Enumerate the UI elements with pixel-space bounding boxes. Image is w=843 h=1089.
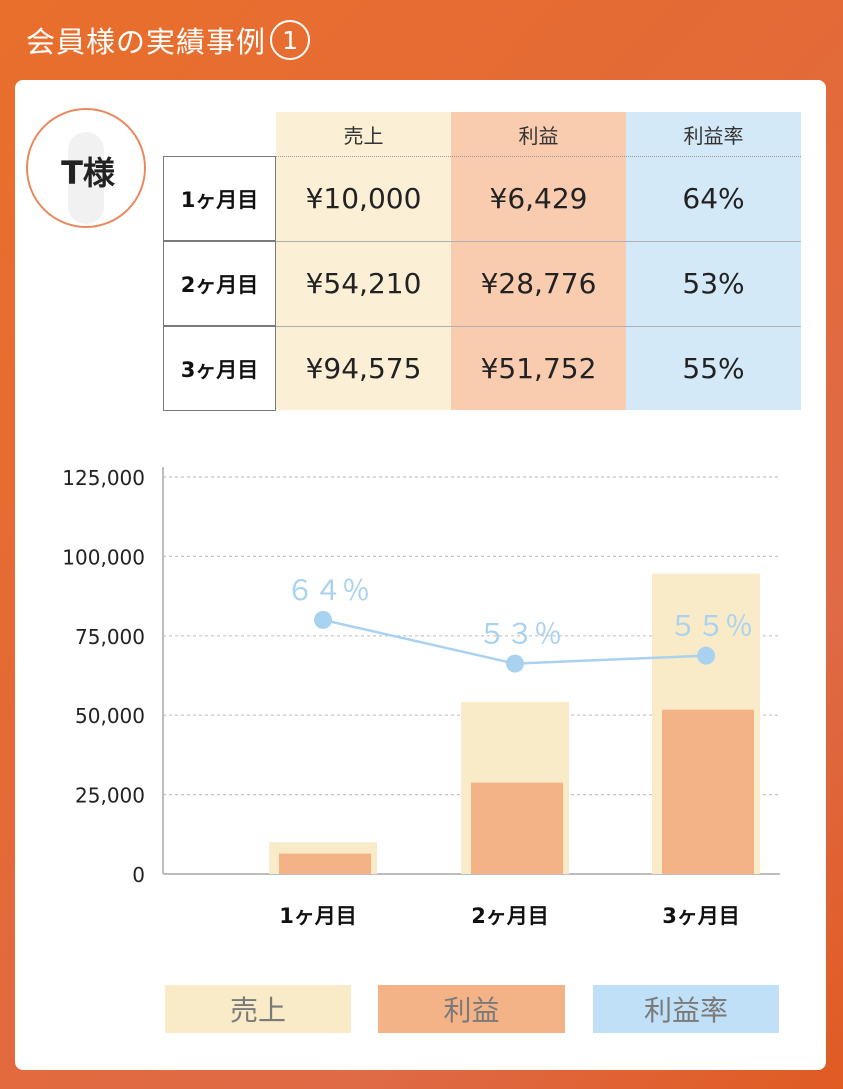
row-divider (276, 326, 801, 327)
header-sales: 売上 (343, 123, 384, 148)
avatar: T様 (26, 108, 146, 228)
y-tick-label: 100,000 (62, 545, 145, 569)
page-title: 会員様の実績事例 (26, 25, 267, 59)
bar-profit (279, 853, 371, 874)
rate-point (314, 610, 332, 629)
rate-point (506, 654, 524, 673)
member-name: T様 (61, 154, 115, 192)
profit-column-bg (451, 112, 626, 410)
y-tick-label: 25,000 (75, 784, 145, 808)
y-tick-label: 75,000 (75, 625, 145, 649)
cell-rate: 53% (682, 267, 745, 300)
cell-rate: 64% (682, 182, 745, 215)
row-label: 2ヶ月目 (163, 241, 276, 326)
y-tick-label: 0 (132, 863, 145, 887)
legend-sales: 売上 (165, 985, 351, 1033)
header-profit: 利益 (518, 123, 559, 148)
cell-sales: ¥54,210 (305, 267, 422, 300)
header-divider (276, 156, 801, 157)
rate-data-label: ５５％ (669, 610, 753, 643)
sales-column-bg (276, 112, 451, 410)
rate-point (697, 646, 715, 665)
rate-column-bg (626, 112, 801, 410)
y-tick-label: 125,000 (62, 466, 145, 490)
title-number-badge: 1 (270, 20, 311, 60)
row-label: 1ヶ月目 (163, 156, 276, 241)
legend-profit: 利益 (378, 985, 565, 1033)
cell-profit: ¥28,776 (480, 267, 597, 300)
rate-data-label: ６４％ (286, 574, 370, 607)
y-tick-label: 50,000 (75, 704, 145, 728)
header-rate: 利益率 (683, 123, 744, 148)
bar-profit (662, 709, 754, 874)
cell-profit: ¥6,429 (489, 182, 588, 215)
legend-rate: 利益率 (593, 985, 779, 1033)
rate-data-label: ５３％ (478, 618, 562, 651)
x-tick-label: 2ヶ月目 (471, 904, 549, 928)
cell-profit: ¥51,752 (480, 352, 597, 385)
header: 会員様の実績事例 1 (0, 0, 843, 80)
cell-sales: ¥10,000 (305, 182, 422, 215)
row-divider (276, 241, 801, 242)
cell-rate: 55% (682, 352, 745, 385)
results-chart: 125,000 100,000 75,000 50,000 25,000 0 1ヶ月目 2ヶ月… (62, 466, 780, 928)
bar-profit (471, 782, 563, 874)
x-tick-label: 3ヶ月目 (662, 904, 740, 928)
x-tick-label: 1ヶ月目 (279, 904, 357, 928)
cell-sales: ¥94,575 (305, 352, 422, 385)
row-label: 3ヶ月目 (163, 326, 276, 411)
person-icon (68, 132, 104, 224)
